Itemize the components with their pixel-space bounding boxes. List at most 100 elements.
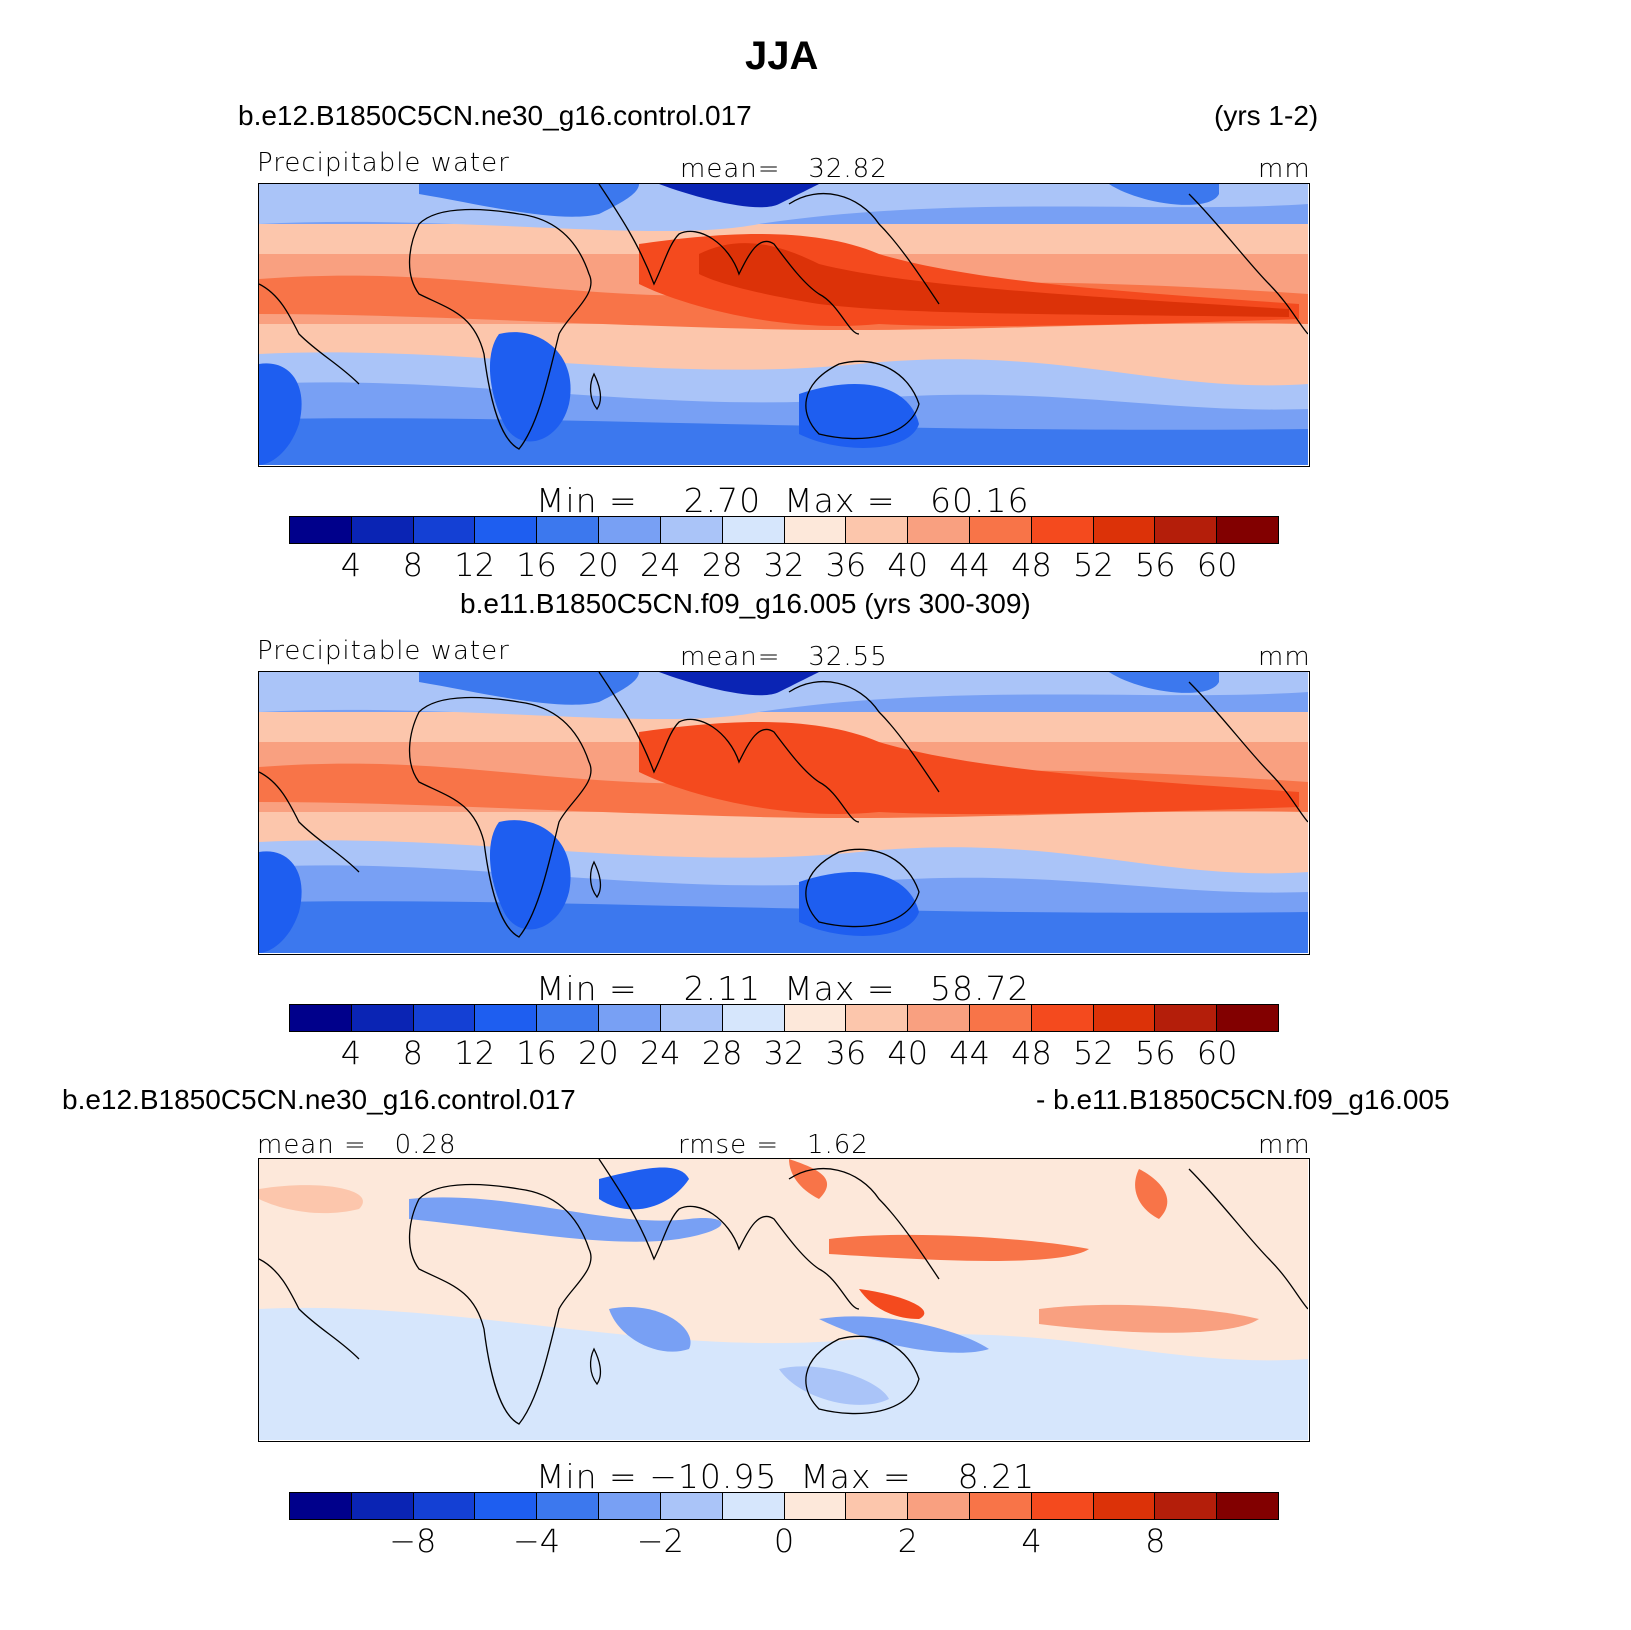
panel1-colorbar	[289, 516, 1279, 544]
colorbar-cell	[475, 1493, 538, 1519]
panel1-mean-text: mean=	[680, 154, 781, 184]
panel3-max-value: 8.21	[957, 1457, 1036, 1496]
colorbar-tick-label: 48	[1011, 546, 1052, 584]
colorbar-cell	[908, 517, 970, 543]
colorbar-cell	[1155, 1493, 1218, 1519]
colorbar-tick-label: 20	[578, 1034, 619, 1072]
colorbar-cell	[846, 1005, 909, 1031]
colorbar-tick-label: 56	[1134, 1034, 1176, 1072]
colorbar-cell	[1031, 1005, 1094, 1031]
colorbar-tick-label: 44	[949, 1034, 990, 1072]
colorbar-cell	[475, 517, 538, 543]
colorbar-cell	[969, 1493, 1032, 1519]
colorbar-cell	[413, 1493, 476, 1519]
panel2-case-name: b.e11.B1850C5CN.f09_g16.005 (yrs 300-309…	[460, 588, 1031, 619]
colorbar-cell	[290, 517, 352, 543]
panel3-min-max: Min = −10.95 Max = 8.21	[536, 1457, 1035, 1496]
colorbar-cell	[351, 1493, 414, 1519]
panel1-mean-label: mean= 32.82	[680, 154, 888, 184]
panel3-units: mm	[1258, 1130, 1311, 1160]
colorbar-tick-label: 8	[402, 1034, 423, 1072]
panel1-max-label: Max =	[784, 481, 896, 520]
colorbar-tick-label: 52	[1073, 1034, 1114, 1072]
panel1-min-value: 2.70	[683, 481, 762, 520]
colorbar-tick-label: 4	[340, 1034, 362, 1072]
panel1-min-label: Min =	[536, 481, 638, 520]
colorbar-cell	[784, 517, 847, 543]
panel3-mean-value: 0.28	[394, 1130, 457, 1160]
panel2-mean-label: mean= 32.55	[680, 642, 888, 672]
colorbar-tick-label: 0	[773, 1522, 795, 1560]
colorbar-cell	[413, 1005, 476, 1031]
colorbar-cell	[660, 1493, 723, 1519]
panel2-min-label: Min =	[536, 969, 638, 1008]
colorbar-tick-label: 12	[454, 546, 495, 584]
colorbar-cell	[537, 1005, 600, 1031]
colorbar-tick-label: 36	[825, 1034, 867, 1072]
panel2-min-value: 2.11	[683, 969, 762, 1008]
panel3-rmse-value: 1.62	[806, 1130, 869, 1160]
colorbar-tick-label: 4	[1021, 1522, 1042, 1560]
colorbar-tick-label: 36	[825, 546, 867, 584]
colorbar-cell	[1217, 1005, 1278, 1031]
colorbar-tick-label: 16	[516, 1034, 557, 1072]
colorbar-tick-label: 16	[516, 546, 557, 584]
panel3-minus-case-name: - b.e11.B1850C5CN.f09_g16.005	[1036, 1084, 1450, 1115]
panel3-colorbar	[289, 1492, 1279, 1520]
colorbar-cell	[351, 517, 414, 543]
colorbar-tick-label: 8	[402, 546, 423, 584]
colorbar-tick-label: 28	[701, 1034, 743, 1072]
panel1-max-value: 60.16	[930, 481, 1030, 520]
panel2-map-field	[259, 672, 1308, 953]
colorbar-cell	[290, 1005, 352, 1031]
colorbar-cell	[722, 1493, 785, 1519]
colorbar-tick-label: 24	[639, 546, 681, 584]
colorbar-tick-label: 48	[1011, 1034, 1052, 1072]
colorbar-cell	[599, 517, 661, 543]
colorbar-cell	[1031, 1493, 1094, 1519]
panel1-years: (yrs 1-2)	[1214, 100, 1319, 131]
colorbar-cell	[722, 517, 785, 543]
panel3-mean-label: mean = 0.28	[257, 1130, 456, 1160]
colorbar-cell	[1217, 1493, 1278, 1519]
panel1-mean-value: 32.82	[808, 154, 888, 184]
panel3-case-name: b.e12.B1850C5CN.ne30_g16.control.017	[62, 1084, 576, 1115]
colorbar-tick-label: 52	[1073, 546, 1114, 584]
colorbar-tick-label: 44	[949, 546, 990, 584]
panel1-min-max: Min = 2.70 Max = 60.16	[536, 481, 1029, 520]
colorbar-cell	[1031, 517, 1094, 543]
colorbar-tick-label: 32	[763, 546, 805, 584]
colorbar-cell	[1093, 1493, 1156, 1519]
colorbar-tick-label: 24	[639, 1034, 681, 1072]
colorbar-cell	[599, 1005, 661, 1031]
colorbar-cell	[722, 1005, 785, 1031]
colorbar-cell	[784, 1493, 847, 1519]
colorbar-cell	[1155, 1005, 1218, 1031]
panel1-map-field	[259, 184, 1308, 465]
colorbar-cell	[537, 1493, 600, 1519]
colorbar-cell	[1093, 1005, 1156, 1031]
panel3-rmse-text: rmse =	[678, 1130, 780, 1160]
panel3-mean-text: mean =	[257, 1130, 367, 1160]
colorbar-tick-label: 2	[897, 1522, 918, 1560]
panel2-min-max: Min = 2.11 Max = 58.72	[536, 969, 1029, 1008]
colorbar-cell	[290, 1493, 352, 1519]
panel1-variable-label: Precipitable water	[257, 148, 510, 178]
colorbar-tick-label: 40	[887, 1034, 929, 1072]
colorbar-cell	[413, 517, 476, 543]
colorbar-cell	[599, 1493, 661, 1519]
panel2-variable-label: Precipitable water	[257, 636, 510, 666]
panel2-colorbar	[289, 1004, 1279, 1032]
colorbar-cell	[1093, 517, 1156, 543]
colorbar-cell	[660, 1005, 723, 1031]
colorbar-cell	[969, 1005, 1032, 1031]
colorbar-tick-label: 56	[1134, 546, 1176, 584]
colorbar-cell	[1217, 517, 1278, 543]
panel2-mean-text: mean=	[680, 642, 781, 672]
panel1-map	[258, 183, 1310, 467]
panel2-max-label: Max =	[784, 969, 896, 1008]
colorbar-tick-label: 4	[340, 546, 362, 584]
colorbar-cell	[1155, 517, 1218, 543]
colorbar-tick-label: 40	[887, 546, 929, 584]
colorbar-cell	[846, 517, 909, 543]
